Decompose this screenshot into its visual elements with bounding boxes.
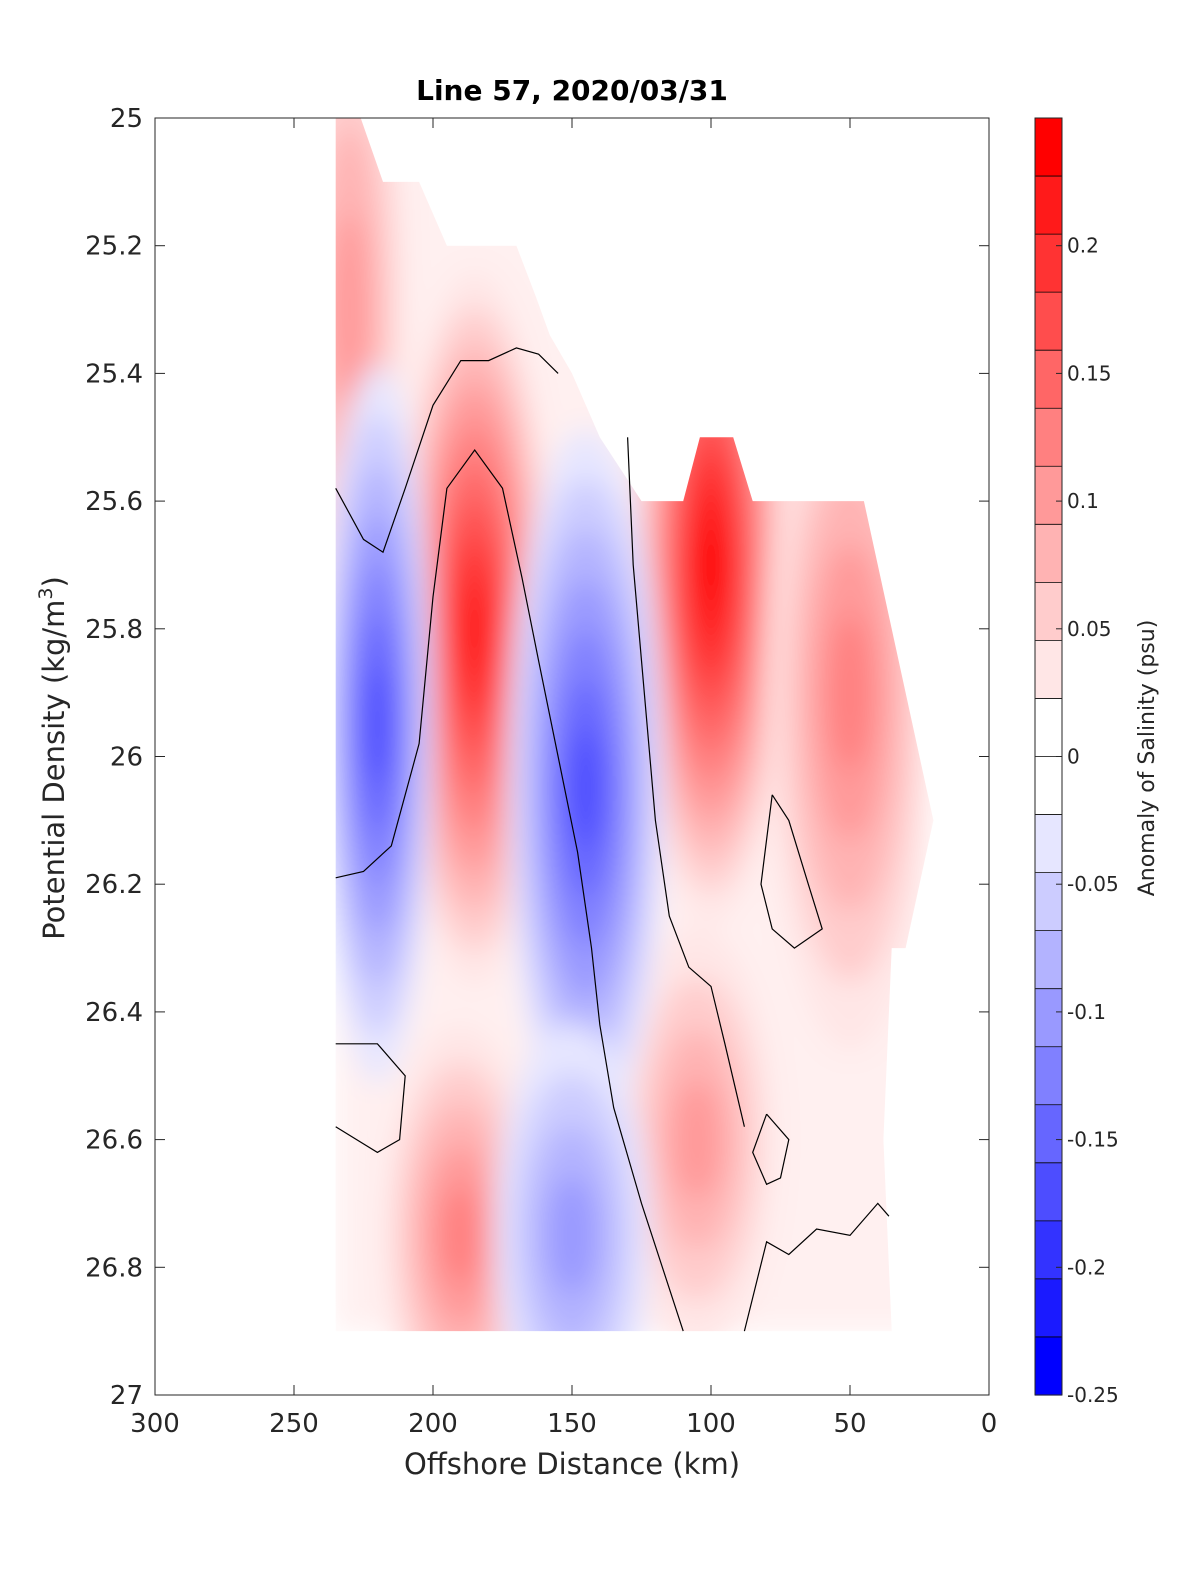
colorbar-tick-label: 0.15 [1067,361,1112,385]
colorbar-segment [1035,176,1062,235]
zero-contour-line [743,1202,890,1332]
x-tick-label: 100 [686,1409,736,1439]
zero-contour-line [335,448,684,1332]
y-axis-title: Potential Density (kg/m3) [35,576,71,940]
colorbar-segment [1035,234,1062,293]
y-tick-label: 26.6 [85,1126,143,1156]
colorbar-segment [1035,1220,1062,1280]
axis-ticks: 300 250 200 150 100 50 0 25 25.2 25.4 25.6 25.8 26 26… [85,104,997,1439]
x-tick-label: 150 [547,1409,597,1439]
colorbar-tick-label: 0 [1067,745,1080,769]
y-tick-label: 25.4 [85,359,143,389]
x-axis-title: Offshore Distance (km) [404,1447,740,1481]
anomaly-band-positive [331,213,369,406]
x-tick-label: 300 [130,1409,180,1439]
x-tick-label: 0 [981,1409,998,1439]
colorbar: 0.2 0.15 0.1 0.05 0 -0.05 -0.1 -0.15 -0.2 -0.25 [1034,117,1119,1407]
colorbar-segment [1035,872,1062,932]
colorbar-segment [1035,1104,1062,1164]
colorbar-segment [1035,1046,1062,1106]
colorbar-tick-label: -0.25 [1067,1383,1119,1407]
zero-contour-line [752,1113,790,1186]
zero-contour-line [627,437,745,1127]
zero-contour-line [335,347,559,554]
colorbar-segment [1035,292,1062,351]
colorbar-segment [1035,408,1062,467]
anomaly-band-positive [440,1186,482,1285]
y-tick-label: 26.2 [85,870,143,900]
colorbar-segment [1035,1162,1062,1222]
colorbar-segment [1035,350,1062,409]
colorbar-segment [1035,930,1062,990]
no-data-mask [155,118,989,1395]
zero-contour-line [335,1043,406,1154]
colorbar-segment [1035,524,1062,583]
y-axis-title-close: ) [37,576,71,587]
anomaly-band-negative [547,1176,597,1295]
colorbar-tick-label: -0.2 [1067,1255,1106,1279]
anomaly-band-positive [673,1080,722,1199]
colorbar-segment [1035,118,1062,177]
anomaly-band-positive [460,581,489,676]
y-tick-label: 25.8 [85,615,143,645]
y-tick-label: 26.4 [85,998,143,1028]
zero-contour-line [760,794,823,949]
colorbar-segment [1035,756,1062,816]
colorbar-segment [1035,466,1062,525]
colorbar-segment [1035,698,1062,758]
y-axis-title-main: Potential Density (kg/m [37,600,71,940]
y-tick-label: 27 [110,1381,143,1411]
colorbar-segment [1035,640,1062,700]
colorbar-title: Anomaly of Salinity (psu) [1135,620,1160,897]
colorbar-tick-label: 0.1 [1067,489,1099,513]
anomaly-band-negative [364,666,391,783]
colorbar-segment [1035,1278,1062,1338]
y-tick-label: 26.8 [85,1253,143,1283]
colorbar-tick-label: 0.05 [1067,617,1112,641]
colorbar-tick-label: -0.15 [1067,1128,1119,1152]
colorbar-tick-label: -0.1 [1067,1000,1106,1024]
x-tick-label: 50 [833,1409,866,1439]
anomaly-band-positive [828,614,872,771]
zero-contour-lines [335,347,890,1332]
y-tick-label: 25 [110,104,143,134]
colorbar-tick-label: 0.2 [1067,234,1099,258]
anomaly-band-positive [697,521,725,609]
colorbar-segment [1035,1336,1062,1396]
x-tick-label: 250 [269,1409,319,1439]
colorbar-tick-label: -0.05 [1067,872,1119,896]
colorbar-segment [1035,582,1062,642]
anomaly-band-negative [569,730,603,847]
colorbar-segment [1035,814,1062,874]
no-data-mask-path [155,118,989,1395]
chart-title: Line 57, 2020/03/31 [416,74,728,107]
colorbar-segment [1035,988,1062,1048]
x-tick-label: 200 [408,1409,458,1439]
y-axis-title-superscript: 3 [35,587,57,599]
y-tick-label: 26 [110,743,143,773]
y-tick-label: 25.2 [85,232,143,262]
y-tick-label: 25.6 [85,487,143,517]
